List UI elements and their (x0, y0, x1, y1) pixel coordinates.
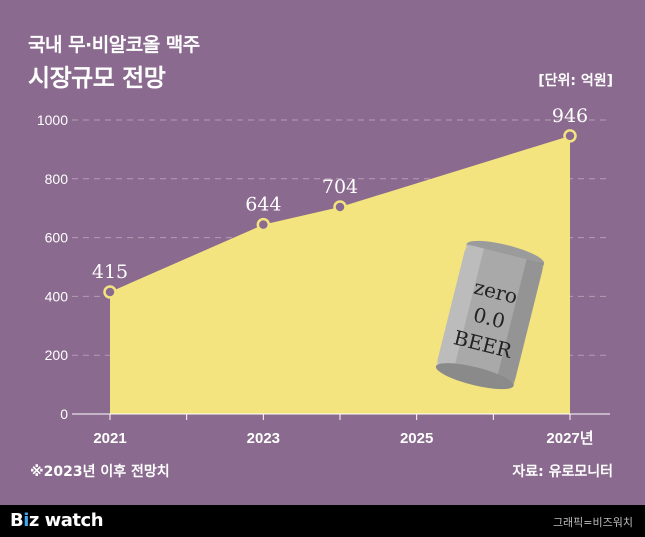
data-label: 946 (552, 105, 588, 127)
data-point (103, 285, 117, 299)
y-tick-label: 0 (60, 406, 68, 422)
graphic-credit: 그래픽=비즈워치 (552, 516, 633, 529)
data-point (256, 217, 271, 232)
axes (72, 413, 610, 420)
chart-title-line2: 시장규모 전망 (28, 64, 166, 92)
x-tick-label: 2021 (93, 430, 126, 447)
beer-can-illustration: zero 0.0 BEER (435, 240, 545, 390)
x-tick-label: 2027년 (546, 430, 593, 447)
x-axis-ticks: 2021 2023 2025 2027년 (93, 430, 593, 447)
bizwatch-logo: Biz watch (10, 510, 104, 531)
data-labels: 415 644 704 946 (92, 105, 588, 283)
y-tick-label: 200 (45, 347, 69, 363)
footer-bar: Biz watch 그래픽=비즈워치 (0, 505, 645, 537)
data-label: 704 (322, 176, 358, 198)
y-axis-ticks: 0 200 400 600 800 1000 (37, 112, 68, 422)
x-tick-label: 2025 (400, 430, 433, 447)
area-chart: 0 200 400 600 800 1000 2021 2023 2025 2027년 zero… (37, 105, 610, 447)
y-tick-label: 600 (45, 230, 69, 246)
unit-label: [단위: 억원] (538, 73, 613, 89)
y-tick-label: 400 (45, 288, 69, 304)
forecast-note: ※2023년 이후 전망치 (30, 464, 170, 480)
data-points (103, 129, 577, 299)
x-tick-label: 2023 (247, 430, 280, 447)
data-point (563, 129, 577, 143)
data-label: 644 (245, 194, 281, 216)
chart-title-line1: 국내 무·비알코올 맥주 (28, 34, 200, 56)
y-tick-label: 800 (45, 171, 69, 187)
data-point (333, 200, 347, 214)
y-tick-label: 1000 (37, 112, 68, 128)
data-label: 415 (92, 261, 128, 283)
source-label: 자료: 유로모니터 (512, 464, 613, 480)
